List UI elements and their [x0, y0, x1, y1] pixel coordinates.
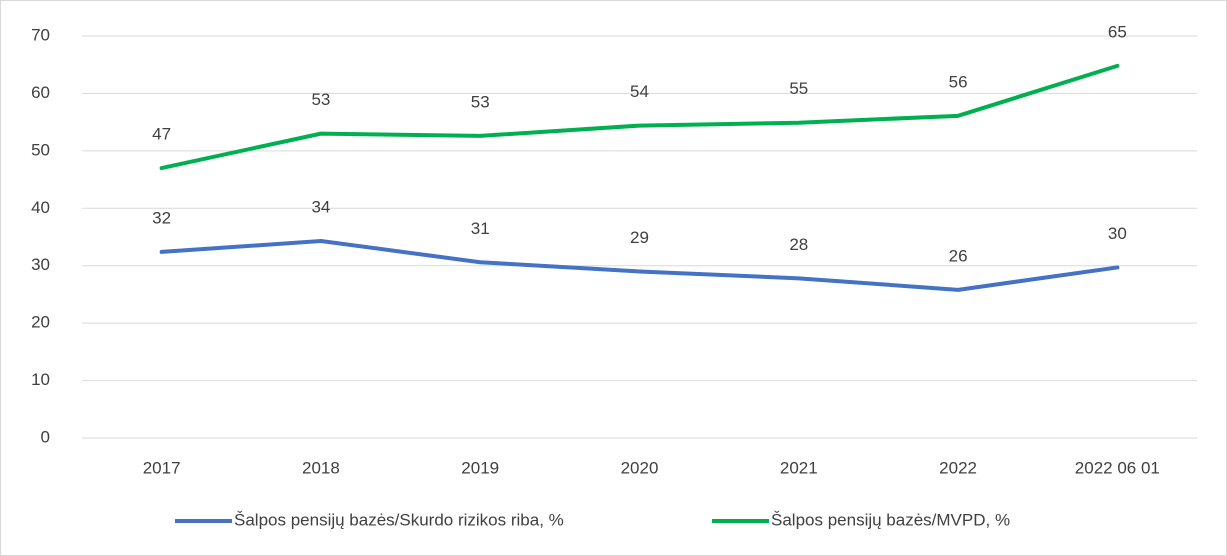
legend-label: Šalpos pensijų bazės/Skurdo rizikos riba…	[234, 510, 564, 529]
data-label: 65	[1108, 22, 1127, 41]
y-tick-label: 70	[31, 25, 50, 44]
y-tick-label: 40	[31, 198, 50, 217]
y-tick-label: 30	[31, 255, 50, 274]
x-tick-label: 2020	[621, 458, 659, 477]
data-label: 28	[789, 235, 808, 254]
y-tick-label: 0	[41, 427, 50, 446]
data-label: 31	[471, 219, 490, 238]
data-label: 34	[311, 198, 330, 217]
x-tick-label: 2022	[939, 458, 977, 477]
y-tick-label: 20	[31, 313, 50, 332]
data-label: 32	[152, 208, 171, 227]
data-label: 26	[949, 246, 968, 265]
series-line	[159, 239, 1120, 292]
x-tick-label: 2022 06 01	[1075, 458, 1160, 477]
data-label: 54	[630, 82, 649, 101]
y-tick-label: 60	[31, 83, 50, 102]
x-tick-label: 2017	[143, 458, 181, 477]
y-tick-label: 10	[31, 370, 50, 389]
data-label: 30	[1108, 224, 1127, 243]
x-tick-label: 2019	[461, 458, 499, 477]
data-label: 29	[630, 228, 649, 247]
data-label: 53	[311, 90, 330, 109]
data-label: 53	[471, 92, 490, 111]
data-label: 56	[949, 72, 968, 91]
legend-label: Šalpos pensijų bazės/MVPD, %	[771, 510, 1010, 529]
y-tick-label: 50	[31, 140, 50, 159]
series-line	[159, 63, 1120, 171]
x-tick-label: 2018	[302, 458, 340, 477]
data-label: 47	[152, 125, 171, 144]
x-tick-label: 2021	[780, 458, 818, 477]
data-label: 55	[789, 79, 808, 98]
